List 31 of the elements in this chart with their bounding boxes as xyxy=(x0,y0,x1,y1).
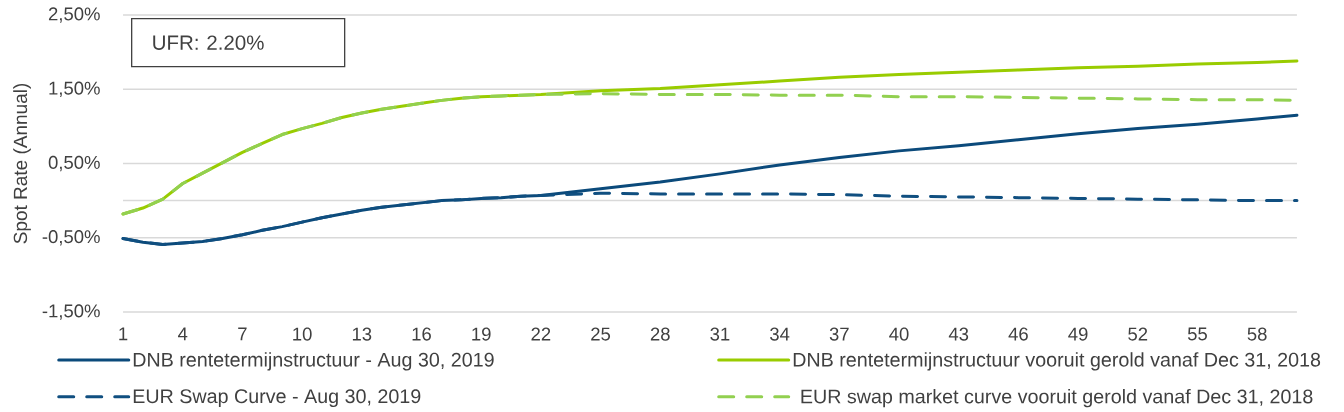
y-tick-label: 1,50% xyxy=(49,81,100,97)
legend-label: EUR swap market curve vooruit gerold vanaf Dec 31, 2018 xyxy=(801,388,1313,408)
x-tick-label: 43 xyxy=(948,327,969,341)
annotation: UFR: 2.20% xyxy=(153,35,264,50)
y-tick-label: 2,50% xyxy=(48,7,100,23)
legend-label: DNB rentetermijnstructuur vooruit gerold vanaf Dec 31, 2018 xyxy=(793,352,1321,371)
x-tick-label: 10 xyxy=(293,327,312,341)
x-tick-label: 52 xyxy=(1128,327,1148,341)
legend-label: DNB rentetermijnstructuur - Aug 30, 2019 xyxy=(133,352,494,371)
y-tick-label: -1,50% xyxy=(42,304,100,320)
x-tick-label: 28 xyxy=(650,327,670,341)
x-tick-label: 4 xyxy=(177,327,188,341)
y-axis-title: Spot Rate (Annual) xyxy=(13,83,31,244)
x-tick-label: 22 xyxy=(531,327,551,341)
x-tick-label: 55 xyxy=(1187,327,1207,341)
x-tick-label: 34 xyxy=(770,327,790,341)
x-tick-label: 37 xyxy=(829,327,849,341)
x-tick-label: 16 xyxy=(412,327,431,341)
x-tick-label: 46 xyxy=(1008,327,1028,341)
x-tick-label: 7 xyxy=(238,327,247,341)
x-tick-label: 31 xyxy=(710,327,730,341)
x-tick-label: 19 xyxy=(472,327,491,341)
x-tick-label: 13 xyxy=(352,327,372,341)
legend-label: EUR Swap Curve - Aug 30, 2019 xyxy=(133,389,421,408)
y-tick-label: 0,50% xyxy=(48,155,100,172)
y-tick-label: -0,50% xyxy=(42,230,100,246)
x-tick-label: 40 xyxy=(889,327,909,341)
x-tick-label: 25 xyxy=(591,327,611,341)
x-tick-label: 49 xyxy=(1068,327,1088,341)
x-tick-label: 58 xyxy=(1247,327,1267,341)
x-tick-label: 1 xyxy=(119,327,128,341)
